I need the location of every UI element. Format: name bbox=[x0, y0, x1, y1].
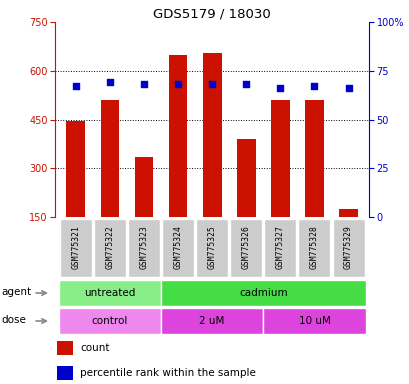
Bar bbox=[263, 308, 365, 334]
Bar bbox=[338, 209, 357, 217]
Point bbox=[344, 85, 351, 91]
Point bbox=[209, 81, 215, 88]
Text: GSM775321: GSM775321 bbox=[71, 225, 80, 269]
Text: GSM775328: GSM775328 bbox=[309, 225, 318, 269]
Bar bbox=[161, 308, 263, 334]
Bar bbox=[100, 100, 119, 217]
Bar bbox=[236, 139, 255, 217]
Bar bbox=[128, 219, 160, 277]
Bar bbox=[202, 53, 221, 217]
Bar bbox=[230, 219, 262, 277]
Bar bbox=[264, 219, 296, 277]
Text: GSM775327: GSM775327 bbox=[275, 225, 284, 269]
Bar bbox=[58, 280, 161, 306]
Point bbox=[174, 81, 181, 88]
Bar bbox=[304, 100, 323, 217]
Bar bbox=[94, 219, 126, 277]
Bar bbox=[196, 219, 228, 277]
Text: percentile rank within the sample: percentile rank within the sample bbox=[80, 368, 255, 378]
Bar bbox=[298, 219, 330, 277]
Text: GSM775326: GSM775326 bbox=[241, 225, 250, 269]
Text: GSM775325: GSM775325 bbox=[207, 225, 216, 269]
Text: 10 uM: 10 uM bbox=[298, 316, 330, 326]
Bar bbox=[162, 219, 193, 277]
Text: GSM775329: GSM775329 bbox=[343, 225, 352, 269]
Point bbox=[276, 85, 283, 91]
Text: 2 uM: 2 uM bbox=[199, 316, 224, 326]
Text: untreated: untreated bbox=[84, 288, 135, 298]
Bar bbox=[60, 219, 92, 277]
Bar bbox=[66, 121, 85, 217]
Bar bbox=[57, 366, 73, 380]
Text: GSM775324: GSM775324 bbox=[173, 225, 182, 269]
Bar bbox=[168, 55, 187, 217]
Bar bbox=[270, 100, 289, 217]
Text: cadmium: cadmium bbox=[238, 288, 287, 298]
Bar bbox=[161, 280, 365, 306]
Text: dose: dose bbox=[1, 314, 26, 324]
Bar bbox=[332, 219, 364, 277]
Point bbox=[106, 79, 113, 86]
Title: GDS5179 / 18030: GDS5179 / 18030 bbox=[153, 8, 270, 21]
Point bbox=[310, 83, 317, 89]
Bar bbox=[134, 157, 153, 217]
Point bbox=[140, 81, 147, 88]
Bar bbox=[57, 341, 73, 354]
Text: count: count bbox=[80, 343, 109, 353]
Text: GSM775323: GSM775323 bbox=[139, 225, 148, 269]
Text: GSM775322: GSM775322 bbox=[105, 225, 114, 269]
Text: agent: agent bbox=[1, 286, 31, 296]
Point bbox=[72, 83, 79, 89]
Text: control: control bbox=[92, 316, 128, 326]
Point bbox=[243, 81, 249, 88]
Bar bbox=[58, 308, 161, 334]
